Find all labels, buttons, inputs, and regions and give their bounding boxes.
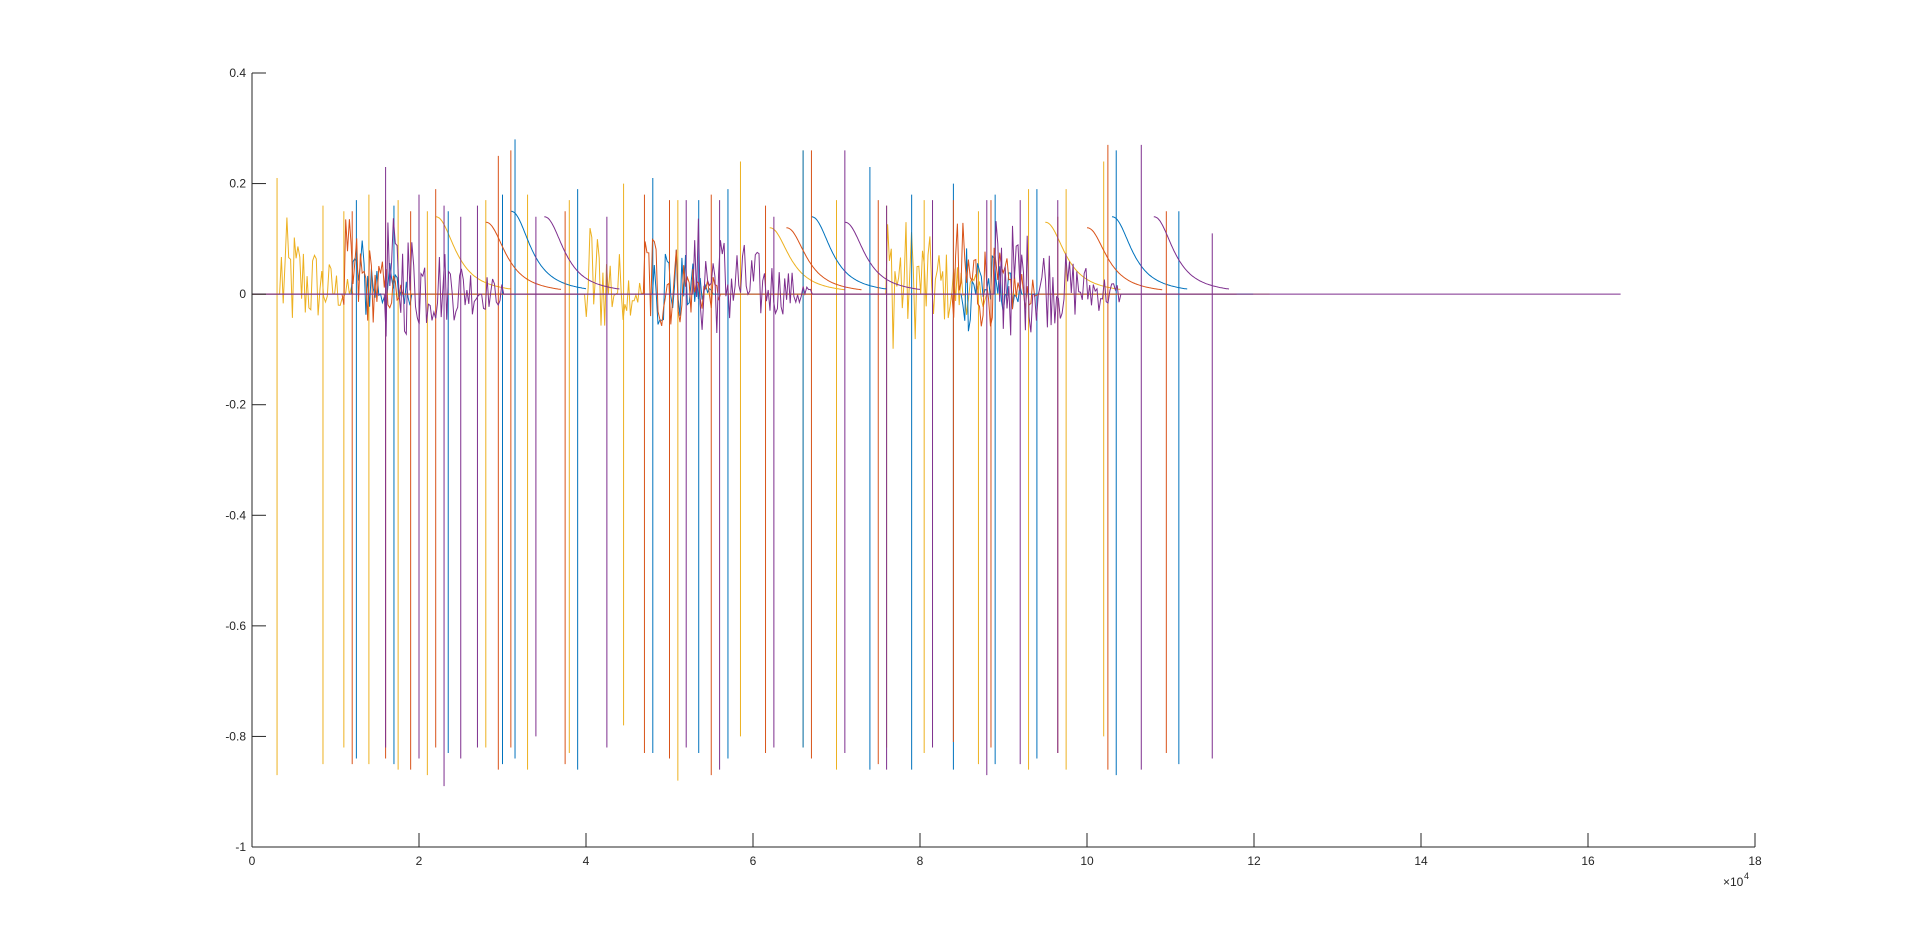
x-tick-label: 14 xyxy=(1414,854,1428,868)
decay-curve xyxy=(844,221,921,290)
x-tick-label: 16 xyxy=(1581,854,1595,868)
axes xyxy=(251,73,1755,848)
y-tick-label: 0.2 xyxy=(229,177,246,191)
plot-area xyxy=(252,139,1621,787)
decay-curve xyxy=(769,227,845,291)
decay-curve xyxy=(811,216,887,290)
y-ticks: -1 -0.8 -0.6 -0.4 -0.2 0 0.2 0.4 xyxy=(225,66,266,854)
x-tick-label: 18 xyxy=(1748,854,1762,868)
decay-curve xyxy=(510,210,587,290)
x-tick-label: 2 xyxy=(416,854,423,868)
x-ticks: 0 2 4 6 8 10 12 14 16 18 xyxy=(249,833,1762,868)
y-tick-label: -0.6 xyxy=(225,619,246,633)
y-tick-label: -1 xyxy=(235,840,246,854)
y-tick-label: 0 xyxy=(239,287,246,301)
x-exponent-power: 4 xyxy=(1744,871,1749,881)
series-1 xyxy=(252,150,1270,781)
decay-curve xyxy=(1086,227,1163,291)
x-tick-label: 4 xyxy=(583,854,590,868)
x-exponent-base: ×10 xyxy=(1723,875,1744,889)
series-2 xyxy=(252,139,1254,776)
decay-curve xyxy=(485,221,562,290)
x-tick-label: 12 xyxy=(1247,854,1261,868)
y-tick-label: -0.4 xyxy=(225,508,246,522)
y-tick-label: -0.8 xyxy=(225,729,246,743)
x-tick-label: 8 xyxy=(917,854,924,868)
decay-curve xyxy=(786,227,862,291)
x-tick-label: 0 xyxy=(249,854,256,868)
decay-curve xyxy=(544,216,620,290)
series-trace xyxy=(252,218,1621,337)
decay-curve xyxy=(1153,216,1230,290)
x-tick-label: 10 xyxy=(1080,854,1094,868)
series-4 xyxy=(252,144,1621,787)
series-trace xyxy=(252,219,1237,327)
x-tick-label: 6 xyxy=(750,854,757,868)
decay-curve xyxy=(435,216,511,290)
y-tick-label: 0.4 xyxy=(229,66,246,80)
decay-curve xyxy=(1111,216,1188,290)
y-tick-label: -0.2 xyxy=(225,398,246,412)
series-3 xyxy=(252,144,1237,776)
x-axis-exponent: ×10 4 xyxy=(1723,871,1749,889)
decay-curve xyxy=(1045,221,1121,290)
